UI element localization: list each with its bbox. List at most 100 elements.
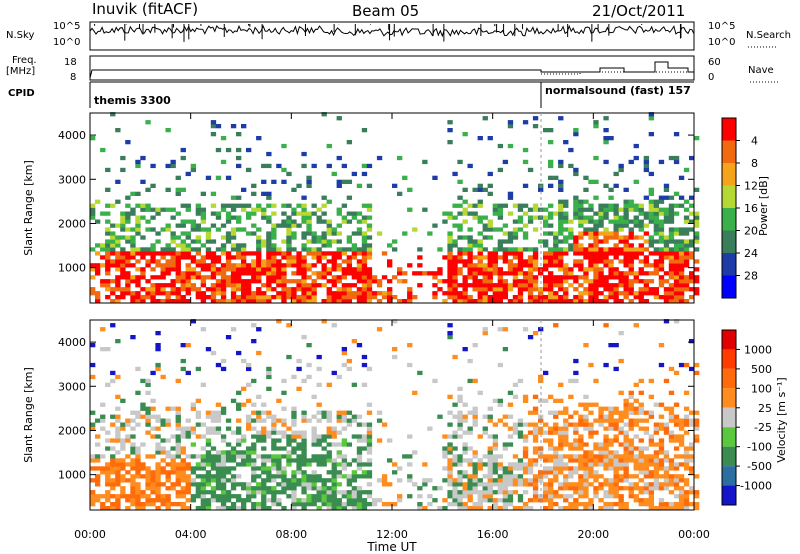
velocity-cell (341, 347, 348, 352)
nsky-strip-frame (89, 21, 695, 51)
velocity-cell (492, 506, 499, 511)
velocity-cell (175, 478, 181, 483)
power-cell (251, 183, 257, 188)
velocity-cell (462, 347, 468, 352)
velocity-cell (331, 434, 337, 439)
power-cell (603, 235, 609, 240)
power-cell (563, 227, 569, 232)
velocity-cell (150, 490, 156, 495)
velocity-cell (225, 418, 232, 423)
power-cell (361, 275, 368, 280)
power-cell (623, 199, 629, 204)
power-cell (266, 263, 272, 268)
power-cell (236, 267, 242, 272)
power-cell (653, 295, 660, 300)
power-cell (246, 291, 252, 296)
power-cell (603, 239, 609, 244)
velocity-cell (527, 458, 534, 463)
velocity-cell (281, 422, 287, 427)
velocity-cell (100, 454, 106, 459)
power-cell (573, 275, 579, 280)
power-cell (125, 255, 131, 260)
velocity-cell (527, 478, 534, 483)
velocity-cell (512, 478, 519, 483)
power-cell (512, 263, 519, 268)
velocity-cell (336, 414, 342, 419)
velocity-cell (165, 498, 171, 503)
velocity-cell (522, 482, 529, 487)
velocity-cell (371, 502, 378, 507)
power-cell (643, 291, 650, 296)
velocity-cell (452, 354, 458, 360)
power-cell (301, 259, 307, 264)
velocity-cell (678, 494, 685, 499)
power-cell (165, 295, 171, 300)
velocity-cell (291, 478, 297, 483)
velocity-cell (502, 478, 509, 483)
velocity-cell (532, 410, 539, 415)
velocity-cell (291, 502, 297, 507)
velocity-cell (588, 502, 594, 507)
power-cell (593, 223, 599, 228)
power-cell (492, 263, 499, 268)
power-cell (608, 283, 614, 288)
velocity-cell (160, 466, 166, 471)
velocity-cell (578, 466, 584, 471)
velocity-cell (628, 458, 634, 463)
velocity-cell (311, 498, 317, 503)
velocity-cell (90, 410, 96, 415)
velocity-cell (361, 506, 368, 511)
power-cell (618, 163, 624, 169)
power-cell (195, 271, 202, 276)
power-cell (271, 259, 277, 264)
power-cell (165, 263, 171, 268)
power-cell (145, 291, 151, 296)
velocity-cell (507, 494, 514, 499)
power-cell (301, 287, 307, 292)
velocity-cell (633, 382, 639, 387)
power-cell (225, 147, 232, 153)
velocity-cell (472, 422, 478, 427)
power-cell (165, 247, 171, 252)
velocity-cell (160, 470, 166, 475)
power-cell (346, 263, 353, 268)
power-cell (155, 231, 161, 236)
velocity-cell (316, 354, 322, 360)
velocity-cell (311, 414, 317, 419)
velocity-cell (623, 414, 629, 419)
power-cell (558, 263, 564, 268)
power-cell (407, 299, 413, 304)
power-cell (311, 231, 317, 236)
velocity-cell (603, 502, 609, 507)
velocity-cell (326, 470, 332, 475)
velocity-cell (210, 458, 217, 463)
velocity-cell (180, 506, 186, 511)
power-cell (482, 227, 488, 232)
power-cell (432, 271, 438, 276)
power-cell (633, 235, 639, 240)
colorbar-swatch (722, 407, 736, 428)
velocity-cell (321, 478, 327, 483)
freq-line (89, 61, 694, 79)
velocity-cell (266, 458, 272, 463)
velocity-cell (573, 426, 579, 431)
power-cell (507, 235, 514, 240)
power-cell (598, 251, 604, 256)
power-cell (120, 219, 126, 224)
velocity-cell (175, 442, 181, 447)
power-cell (583, 255, 589, 260)
power-cell (266, 235, 272, 240)
velocity-cell (497, 398, 504, 403)
power-cell (266, 283, 272, 288)
velocity-cell (548, 410, 554, 415)
velocity-cell (522, 398, 529, 403)
velocity-cell (628, 486, 634, 491)
velocity-cell (331, 482, 337, 487)
power-cell (598, 203, 604, 208)
velocity-cell (130, 486, 136, 491)
velocity-cell (683, 478, 690, 483)
power-cell (356, 231, 363, 236)
velocity-cell (507, 402, 514, 407)
velocity-cell (598, 486, 604, 491)
velocity-cell (462, 414, 468, 419)
